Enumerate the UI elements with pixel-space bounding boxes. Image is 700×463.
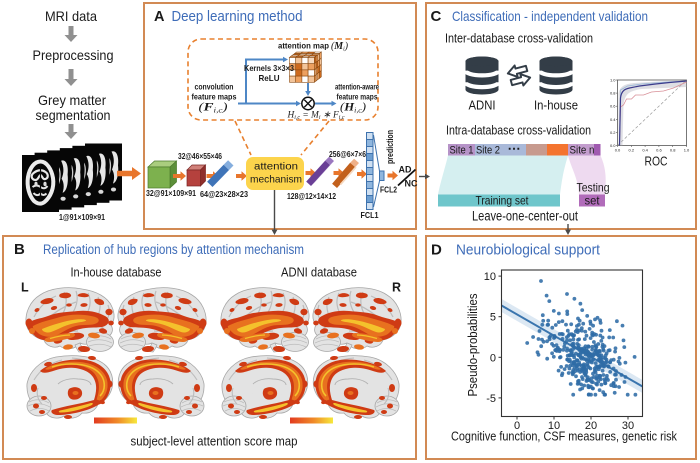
svg-text:FCL1: FCL1 — [361, 210, 379, 220]
svg-text:Leave-one-center-out: Leave-one-center-out — [472, 209, 578, 224]
svg-text:64@23×28×23: 64@23×28×23 — [200, 190, 248, 199]
svg-text:ROC: ROC — [645, 154, 668, 169]
svg-text:0.8: 0.8 — [610, 91, 616, 96]
svg-text:128@12×14×12: 128@12×14×12 — [287, 192, 336, 201]
svg-text:1.0: 1.0 — [684, 148, 690, 153]
svg-text:C: C — [431, 8, 442, 25]
svg-text:Testing: Testing — [577, 181, 610, 195]
svg-text:Inter-database cross-validatio: Inter-database cross-validation — [445, 32, 593, 46]
svg-text:30: 30 — [622, 420, 634, 432]
svg-text:20: 20 — [585, 420, 597, 432]
svg-text:(Fi,c): (F i,c) — [199, 102, 228, 115]
svg-text:256@6×7×6: 256@6×7×6 — [329, 150, 366, 159]
svg-text:0.6: 0.6 — [656, 148, 662, 153]
svg-text:R: R — [392, 281, 401, 295]
svg-text:AD: AD — [399, 165, 412, 176]
svg-text:1.0: 1.0 — [610, 78, 616, 83]
svg-text:Preprocessing: Preprocessing — [33, 47, 114, 63]
svg-text:0.2: 0.2 — [629, 148, 635, 153]
svg-text:(Hi,c): (Hi,c) — [340, 102, 366, 115]
svg-text:1@91×109×91: 1@91×109×91 — [59, 213, 105, 222]
svg-text:0.4: 0.4 — [642, 148, 648, 153]
svg-text:set: set — [585, 194, 601, 208]
svg-text:Cognitive function, CSF measur: Cognitive function, CSF measures, geneti… — [451, 429, 677, 444]
svg-text:Deep learning method: Deep learning method — [172, 8, 303, 25]
svg-text:-5: -5 — [486, 393, 496, 405]
svg-text:mechanism: mechanism — [250, 174, 302, 186]
svg-text:Kernels 3×3×3: Kernels 3×3×3 — [244, 63, 294, 73]
svg-text:Hi,c = Mi ∗ Fi,c: Hi,c = Mi ∗ Fi,c — [287, 111, 345, 122]
svg-text:10: 10 — [484, 271, 496, 283]
svg-text:10: 10 — [548, 420, 560, 432]
svg-text:Site 2: Site 2 — [476, 145, 500, 157]
svg-text:Pseudo-probabilities: Pseudo-probabilities — [465, 293, 480, 396]
svg-text:Grey matter: Grey matter — [38, 92, 106, 108]
svg-text:0.6: 0.6 — [610, 104, 616, 109]
svg-text:Replication of hub regions by: Replication of hub regions by attention … — [43, 242, 304, 257]
svg-text:feature maps: feature maps — [337, 92, 378, 102]
svg-text:⋯: ⋯ — [508, 141, 521, 156]
svg-text:ReLU: ReLU — [259, 73, 280, 83]
svg-text:segmentation: segmentation — [36, 107, 111, 123]
svg-text:L: L — [21, 281, 29, 295]
svg-text:ADNI database: ADNI database — [281, 266, 357, 280]
svg-text:attention-aware: attention-aware — [335, 82, 379, 92]
svg-text:0.4: 0.4 — [610, 117, 616, 122]
svg-text:Training set: Training set — [476, 194, 530, 208]
svg-text:ADNI: ADNI — [469, 98, 496, 113]
svg-text:Classification - independent v: Classification - independent validation — [452, 8, 648, 24]
svg-text:32@46×55×46: 32@46×55×46 — [178, 152, 222, 161]
svg-text:(Mi): (Mi) — [331, 41, 348, 53]
svg-text:Intra-database cross-validatio: Intra-database cross-validation — [446, 124, 591, 138]
svg-text:prediction: prediction — [385, 130, 395, 164]
svg-text:B: B — [14, 241, 25, 258]
svg-text:Site 1: Site 1 — [450, 145, 474, 157]
svg-text:A: A — [154, 9, 165, 25]
svg-text:0.8: 0.8 — [670, 148, 676, 153]
svg-text:feature maps: feature maps — [192, 92, 237, 102]
svg-text:D: D — [431, 242, 442, 259]
svg-text:0: 0 — [514, 420, 520, 432]
svg-text:NC: NC — [405, 179, 418, 190]
svg-text:attention: attention — [254, 161, 298, 173]
svg-text:5: 5 — [490, 312, 496, 324]
svg-text:0.0: 0.0 — [610, 143, 616, 148]
svg-text:subject-level attention score: subject-level attention score map — [131, 434, 298, 449]
svg-text:FCL2: FCL2 — [380, 185, 397, 195]
svg-text:In-house: In-house — [534, 98, 578, 113]
svg-text:Neurobiological support: Neurobiological support — [456, 242, 601, 259]
svg-text:0: 0 — [490, 352, 496, 364]
svg-text:0.2: 0.2 — [610, 130, 616, 135]
svg-text:In-house database: In-house database — [71, 266, 162, 280]
svg-text:0.0: 0.0 — [615, 148, 621, 153]
svg-text:Site n: Site n — [570, 145, 595, 157]
svg-text:convolution: convolution — [195, 82, 234, 92]
svg-text:32@91×109×91: 32@91×109×91 — [146, 189, 196, 198]
svg-text:MRI data: MRI data — [45, 8, 97, 24]
svg-text:attention map: attention map — [278, 41, 329, 51]
